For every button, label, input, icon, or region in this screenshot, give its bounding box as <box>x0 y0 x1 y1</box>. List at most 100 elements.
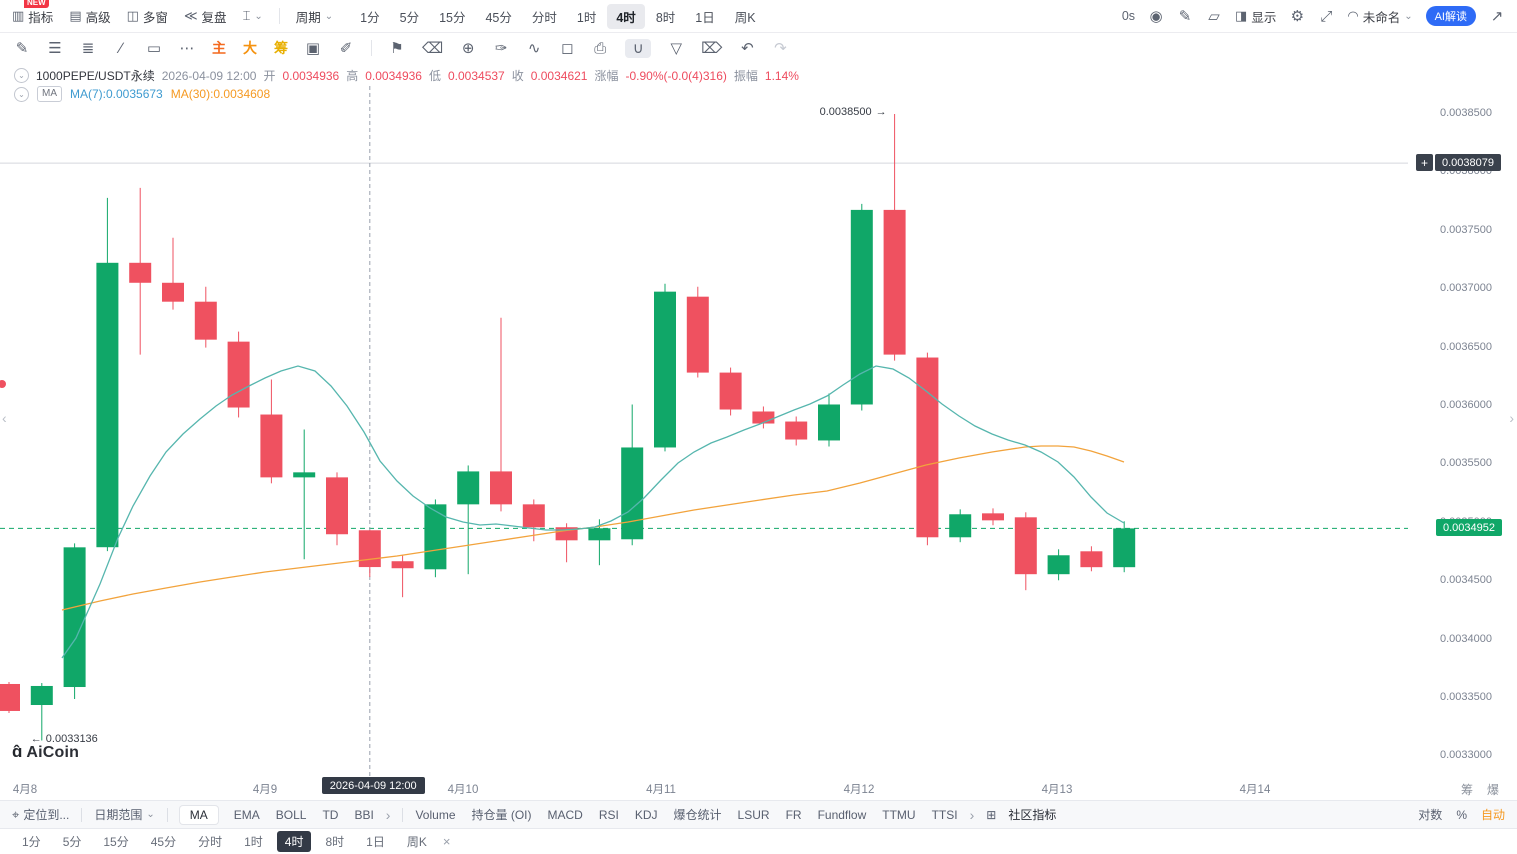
overlay-tab-BOLL[interactable]: BOLL <box>275 807 307 822</box>
eraser-icon[interactable]: ⌫ <box>422 39 444 57</box>
period-dropdown[interactable]: 周期 ⌄ <box>295 10 334 25</box>
copy-icon[interactable]: ▣ <box>305 39 321 57</box>
timeframe-tab-分时[interactable]: 分时 <box>531 10 557 25</box>
indicator-tab-TTMU[interactable]: TTMU <box>882 807 916 822</box>
rectangle-icon[interactable]: ▭ <box>146 39 162 57</box>
indicator-tab-FR[interactable]: FR <box>785 807 802 822</box>
timeframe-tab-45分[interactable]: 45分 <box>485 10 512 25</box>
edit-indicators-icon[interactable]: ⊞ <box>986 807 997 822</box>
bottom-timeframe-tab-4时[interactable]: 4时 <box>276 831 312 852</box>
trendline-icon[interactable]: ∕ <box>119 39 123 57</box>
locate-button[interactable]: ⌖ 定位到... <box>12 806 70 823</box>
open-value: 0.0034936 <box>282 68 340 83</box>
brush-icon[interactable]: ⋯ <box>179 39 195 57</box>
add-alert-button[interactable]: + <box>1416 154 1433 172</box>
price-axis-label: 0.0034000 <box>1440 632 1492 645</box>
trash-icon[interactable]: ⌦ <box>701 39 723 57</box>
bottom-timeframe-tab-5分[interactable]: 5分 <box>62 835 82 849</box>
percent-toggle[interactable]: % <box>1456 807 1467 822</box>
big-chart-chip[interactable]: 大 <box>243 40 257 56</box>
magnet-icon[interactable]: ∪ <box>625 38 652 58</box>
liquidation-panel-toggle[interactable]: 爆 <box>1486 783 1499 797</box>
main-chart-chip[interactable]: 主 <box>212 40 226 56</box>
indicator-tab-LSUR[interactable]: LSUR <box>737 807 770 822</box>
screenshot-icon[interactable]: ◉ <box>1149 7 1163 25</box>
indicator-tab-Volume[interactable]: Volume <box>415 807 456 822</box>
indicator-tab-TTSI[interactable]: TTSI <box>931 807 958 822</box>
menu-indicators[interactable]: ▥ 指标 NEW <box>12 0 54 26</box>
ai-interpret-button[interactable]: AI解读 <box>1425 6 1476 26</box>
overlay-tab-MA[interactable]: MA <box>179 805 218 824</box>
flag-icon[interactable]: ⚑ <box>390 39 404 57</box>
indicator-tab-爆仓统计[interactable]: 爆仓统计 <box>673 808 722 822</box>
wave-icon[interactable]: ∿ <box>527 39 541 57</box>
timeframe-tab-周K[interactable]: 周K <box>734 10 756 25</box>
date-range-button[interactable]: 日期范围 ⌄ <box>94 808 155 822</box>
collapse-icon[interactable]: ⌄ <box>14 86 29 102</box>
funnel-icon[interactable]: ▽ <box>670 39 682 57</box>
overlay-tab-TD[interactable]: TD <box>322 807 339 822</box>
timeframe-tab-1分[interactable]: 1分 <box>360 10 380 25</box>
edit-icon[interactable]: ✎ <box>1178 7 1192 25</box>
indicator-tab-RSI[interactable]: RSI <box>598 807 619 822</box>
indicator-tab-Fundflow[interactable]: Fundflow <box>817 807 867 822</box>
bottom-timeframe-tab-15分[interactable]: 15分 <box>103 835 129 849</box>
last-price-badge[interactable]: 0.0034952 <box>1436 519 1502 537</box>
layout-dropdown[interactable]: ◠ 未命名 ⌄ <box>1347 8 1413 25</box>
display-settings[interactable]: ◨ 显示 <box>1235 8 1277 25</box>
indicator-tab-持仓量 (OI)[interactable]: 持仓量 (OI) <box>471 808 532 822</box>
bottom-timeframe-tab-45分[interactable]: 45分 <box>150 835 177 849</box>
list-icon[interactable]: ≣ <box>81 39 95 57</box>
bottom-timeframe-tab-1时[interactable]: 1时 <box>244 835 263 849</box>
indicator-tab-MACD[interactable]: MACD <box>547 807 583 822</box>
bottom-timeframe-tab-分时[interactable]: 分时 <box>198 835 223 849</box>
price-axis-label: 0.0037500 <box>1440 223 1492 236</box>
auto-scale-toggle[interactable]: 自动 <box>1480 808 1505 822</box>
bottom-timeframe-tab-1日[interactable]: 1日 <box>366 835 385 849</box>
scroll-left-icon[interactable]: ‹ <box>2 410 7 426</box>
share-icon[interactable]: ↗ <box>1490 7 1504 25</box>
timeframe-tab-5分[interactable]: 5分 <box>399 10 420 25</box>
lock-icon[interactable]: ◻ <box>560 39 574 57</box>
chevron-right-icon[interactable]: › <box>385 806 391 823</box>
ma-indicator-chip[interactable]: MA <box>37 86 62 102</box>
bottom-timeframe-tab-周K[interactable]: 周K <box>406 835 427 849</box>
chevron-right-icon[interactable]: › <box>969 806 975 823</box>
indicator-tab-KDJ[interactable]: KDJ <box>634 807 658 822</box>
note-icon[interactable]: ▱ <box>1208 7 1220 25</box>
overlay-tab-EMA[interactable]: EMA <box>233 807 260 822</box>
bottom-timeframe-tab-8时[interactable]: 8时 <box>325 835 345 849</box>
overlay-tab-BBI[interactable]: BBI <box>354 807 374 822</box>
community-indicators-button[interactable]: 社区指标 <box>1008 808 1057 822</box>
chart-style-dropdown[interactable]: ⌶ ⌄ <box>243 8 263 24</box>
save-icon[interactable]: ⎙ <box>594 39 607 57</box>
menu-multiwindow[interactable]: ◫ 多窗 <box>126 8 168 25</box>
timeframe-tab-15分[interactable]: 15分 <box>439 10 466 25</box>
menu-advanced[interactable]: ▤ 高级 <box>69 8 111 25</box>
chips-panel-toggle[interactable]: 筹 <box>1460 783 1473 797</box>
lines-icon[interactable]: ☰ <box>48 39 62 57</box>
log-scale-toggle[interactable]: 对数 <box>1418 808 1443 822</box>
chips-distribution-chip[interactable]: 筹 <box>274 40 288 56</box>
undo-icon[interactable]: ↶ <box>741 39 754 57</box>
menu-replay[interactable]: ≪ 复盘 <box>183 8 227 25</box>
gear-icon[interactable]: ⚙ <box>1290 7 1305 25</box>
fullscreen-icon[interactable]: ⤢ <box>1320 7 1333 25</box>
menu-indicators-label: 指标 <box>28 10 54 25</box>
collapse-icon[interactable]: ⌄ <box>14 68 29 83</box>
timeframe-tab-4时[interactable]: 4时 <box>607 3 645 29</box>
close-icon[interactable]: × <box>442 834 451 849</box>
slash-pen-icon[interactable]: ✐ <box>339 39 353 57</box>
timeframe-tab-1日[interactable]: 1日 <box>695 10 715 25</box>
alert-price-badge[interactable]: 0.0038079 <box>1435 154 1501 172</box>
timeframe-tab-8时[interactable]: 8时 <box>655 10 676 25</box>
pencil-icon[interactable]: ✎ <box>15 39 29 57</box>
scroll-right-icon[interactable]: › <box>1509 410 1514 426</box>
stamp-icon[interactable]: ✑ <box>494 39 508 57</box>
zoom-in-icon[interactable]: ⊕ <box>461 39 475 57</box>
redo-icon[interactable]: ↷ <box>774 39 787 57</box>
bottom-timeframe-tab-1分[interactable]: 1分 <box>22 835 41 849</box>
timeframe-tab-1时[interactable]: 1时 <box>576 10 597 25</box>
